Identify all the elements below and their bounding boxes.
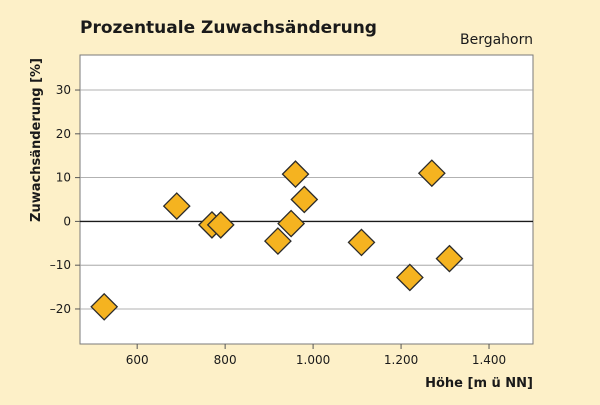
data-point (395, 263, 424, 292)
data-point (347, 228, 376, 257)
x-tick-label: 800 (214, 353, 237, 367)
data-point (263, 227, 292, 256)
data-point (435, 244, 464, 273)
data-point (206, 210, 235, 239)
y-tick-label: 10 (56, 171, 71, 185)
gridlines (80, 89, 533, 310)
y-tick-label: 0 (63, 214, 71, 228)
y-tick-label: 20 (56, 127, 71, 141)
data-point (277, 209, 306, 238)
chart-subtitle: Bergahorn (460, 32, 533, 48)
x-axis-ticks: 600 800 1.000 1.200 1.400 (126, 344, 506, 367)
data-point (290, 185, 319, 214)
y-tick-label: –20 (50, 302, 71, 316)
data-point (417, 159, 446, 188)
y-tick-label: –10 (50, 258, 71, 272)
data-points (90, 159, 464, 321)
data-point (90, 292, 119, 321)
chart-title: Prozentuale Zuwachsänderung (80, 18, 377, 38)
y-axis-ticks: –20 –10 0 10 20 30 (50, 83, 80, 316)
x-tick-label: 1.000 (296, 353, 330, 367)
data-point (162, 192, 191, 220)
y-axis-label: Zuwachsänderung [%] (29, 58, 44, 222)
data-point (281, 160, 310, 189)
x-axis-label: Höhe [m ü NN] (425, 376, 533, 391)
x-tick-label: 600 (126, 353, 149, 367)
x-tick-label: 1.400 (472, 353, 506, 367)
y-tick-label: 30 (56, 83, 71, 97)
x-tick-label: 1.200 (384, 353, 418, 367)
